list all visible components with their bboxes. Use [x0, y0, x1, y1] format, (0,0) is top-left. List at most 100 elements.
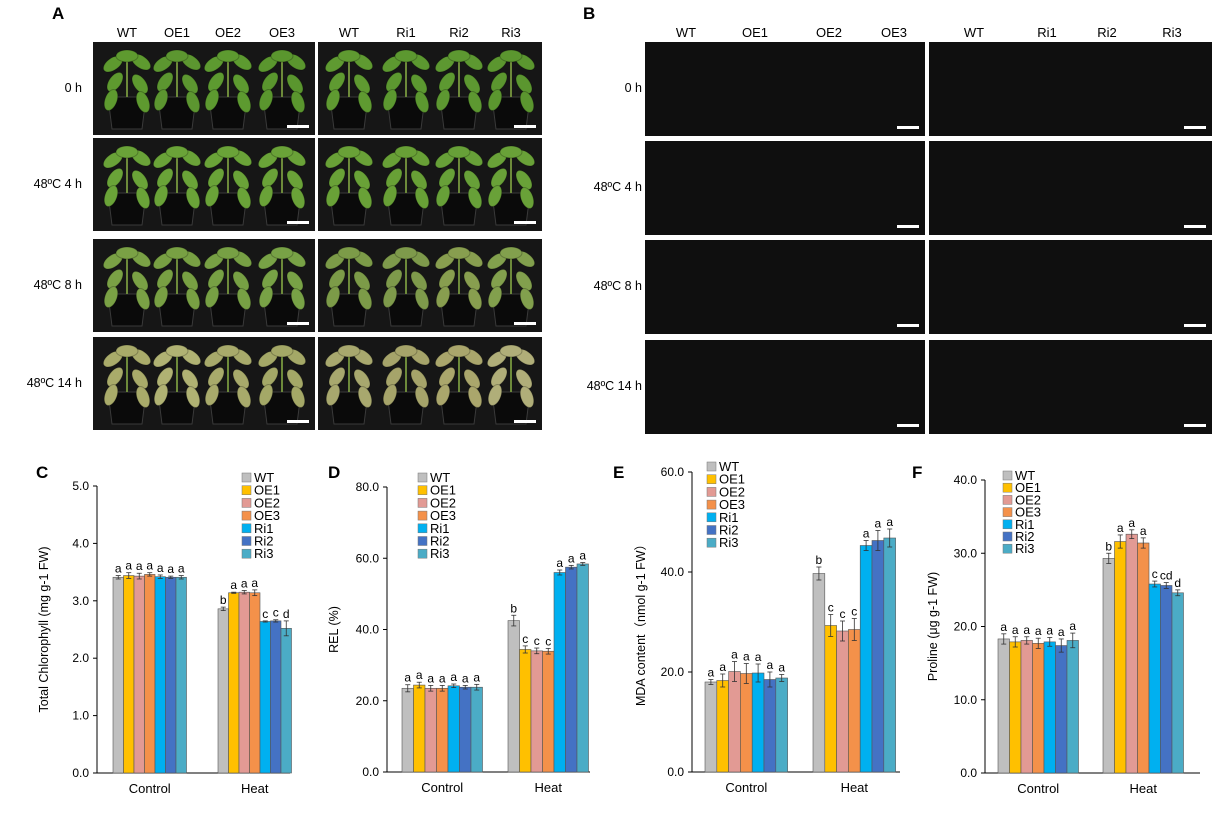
y-tick-label: 4.0: [72, 536, 89, 550]
specimen-drawing: [929, 42, 1212, 136]
scale-bar: [287, 125, 309, 128]
column-label: WT: [338, 25, 360, 40]
plant-leaf: [232, 270, 250, 292]
significance-letter: a: [708, 666, 715, 680]
bar: [249, 592, 261, 774]
scale-bar: [514, 322, 536, 325]
plant-leaf: [115, 246, 139, 260]
plant-photo: [93, 239, 315, 332]
plant-leaf: [487, 184, 503, 208]
plant-leaf: [337, 145, 361, 159]
legend-label: OE1: [719, 472, 745, 487]
significance-letter: a: [125, 559, 132, 573]
plant-leaf: [487, 88, 503, 112]
bar: [217, 608, 229, 774]
legend-swatch: [241, 510, 252, 521]
y-tick-label: 1.0: [72, 709, 89, 723]
column-label: Ri3: [501, 25, 521, 40]
row-label: 48ºC 8 h: [33, 277, 82, 292]
legend-swatch: [1002, 470, 1013, 481]
plant-leaf: [216, 344, 240, 358]
plant-leaf: [463, 270, 481, 292]
scale-bar: [514, 420, 536, 423]
plant-leaf: [519, 90, 535, 114]
plant-leaf: [290, 90, 306, 114]
scale-bar: [514, 221, 536, 224]
plant-pot: [262, 96, 302, 130]
legend-label: Ri2: [1015, 529, 1035, 544]
plant-pot: [386, 293, 426, 327]
plant-leaf: [515, 169, 533, 191]
legend-label: Ri1: [719, 510, 739, 525]
bar: [436, 687, 449, 773]
bar: [144, 574, 156, 774]
significance-letter: a: [767, 658, 774, 672]
plant-leaf: [382, 88, 398, 112]
plant-leaf: [286, 73, 304, 95]
scale-bar: [287, 221, 309, 224]
plant-leaf: [270, 49, 294, 63]
row-label: 0 h: [64, 80, 82, 95]
plant-leaf: [204, 184, 220, 208]
significance-letter: a: [1069, 619, 1076, 633]
row-label: 48ºC 14 h: [586, 379, 642, 393]
bar: [401, 687, 414, 773]
significance-letter: a: [157, 561, 164, 575]
plant-leaf: [438, 268, 456, 290]
plant-leaf: [499, 344, 523, 358]
specimen-drawing: [102, 344, 307, 425]
significance-letter: cd: [1160, 569, 1173, 583]
y-tick-label: 40.0: [661, 565, 685, 579]
y-tick-label: 40.0: [954, 473, 978, 487]
significance-letter: c: [522, 632, 528, 646]
plant-leaf: [115, 145, 139, 159]
plant-leaf: [258, 88, 274, 112]
plant-leaf: [410, 73, 428, 95]
specimen-drawing: [929, 240, 1212, 334]
plant-photo: [318, 239, 542, 332]
plant-leaf: [414, 90, 430, 114]
y-tick-label: 40.0: [356, 623, 380, 637]
plant-leaf: [394, 246, 418, 260]
bar: [883, 537, 896, 773]
plant-leaf: [207, 167, 225, 189]
bar: [997, 638, 1010, 774]
bar: [848, 629, 861, 773]
significance-letter: a: [146, 559, 153, 573]
plant-photo: [93, 42, 315, 135]
bar: [775, 677, 788, 773]
significance-letter: a: [778, 661, 785, 675]
significance-letter: b: [510, 601, 517, 615]
plant-leaf: [207, 366, 225, 388]
plant-leaf: [515, 368, 533, 390]
specimen-drawing: [324, 49, 536, 130]
plant-leaf: [286, 270, 304, 292]
bar: [1171, 592, 1184, 774]
plant-leaf: [410, 368, 428, 390]
plant-pot: [439, 192, 479, 226]
panel-letter-d: D: [328, 463, 341, 482]
column-label: OE3: [880, 25, 907, 40]
plant-leaf: [337, 246, 361, 260]
panel-letter-e: E: [613, 463, 625, 482]
plant-leaf: [447, 49, 471, 63]
legend-swatch: [1002, 495, 1013, 505]
significance-letter: a: [863, 527, 870, 541]
plant-leaf: [165, 246, 189, 260]
bar: [1032, 643, 1045, 774]
legend-swatch: [1002, 507, 1013, 517]
plant-leaf: [103, 285, 119, 309]
legend-label: OE3: [430, 508, 456, 523]
plant-leaf: [286, 368, 304, 390]
plant-leaf: [353, 169, 371, 191]
significance-letter: c: [545, 634, 551, 648]
plant-leaf: [385, 167, 403, 189]
bar: [836, 630, 849, 773]
significance-letter: c: [534, 634, 540, 648]
plant-leaf: [467, 287, 483, 311]
category-label: Control: [421, 780, 463, 795]
plant-leaf: [258, 285, 274, 309]
legend-label: WT: [1015, 468, 1035, 483]
plant-pot: [107, 391, 147, 425]
